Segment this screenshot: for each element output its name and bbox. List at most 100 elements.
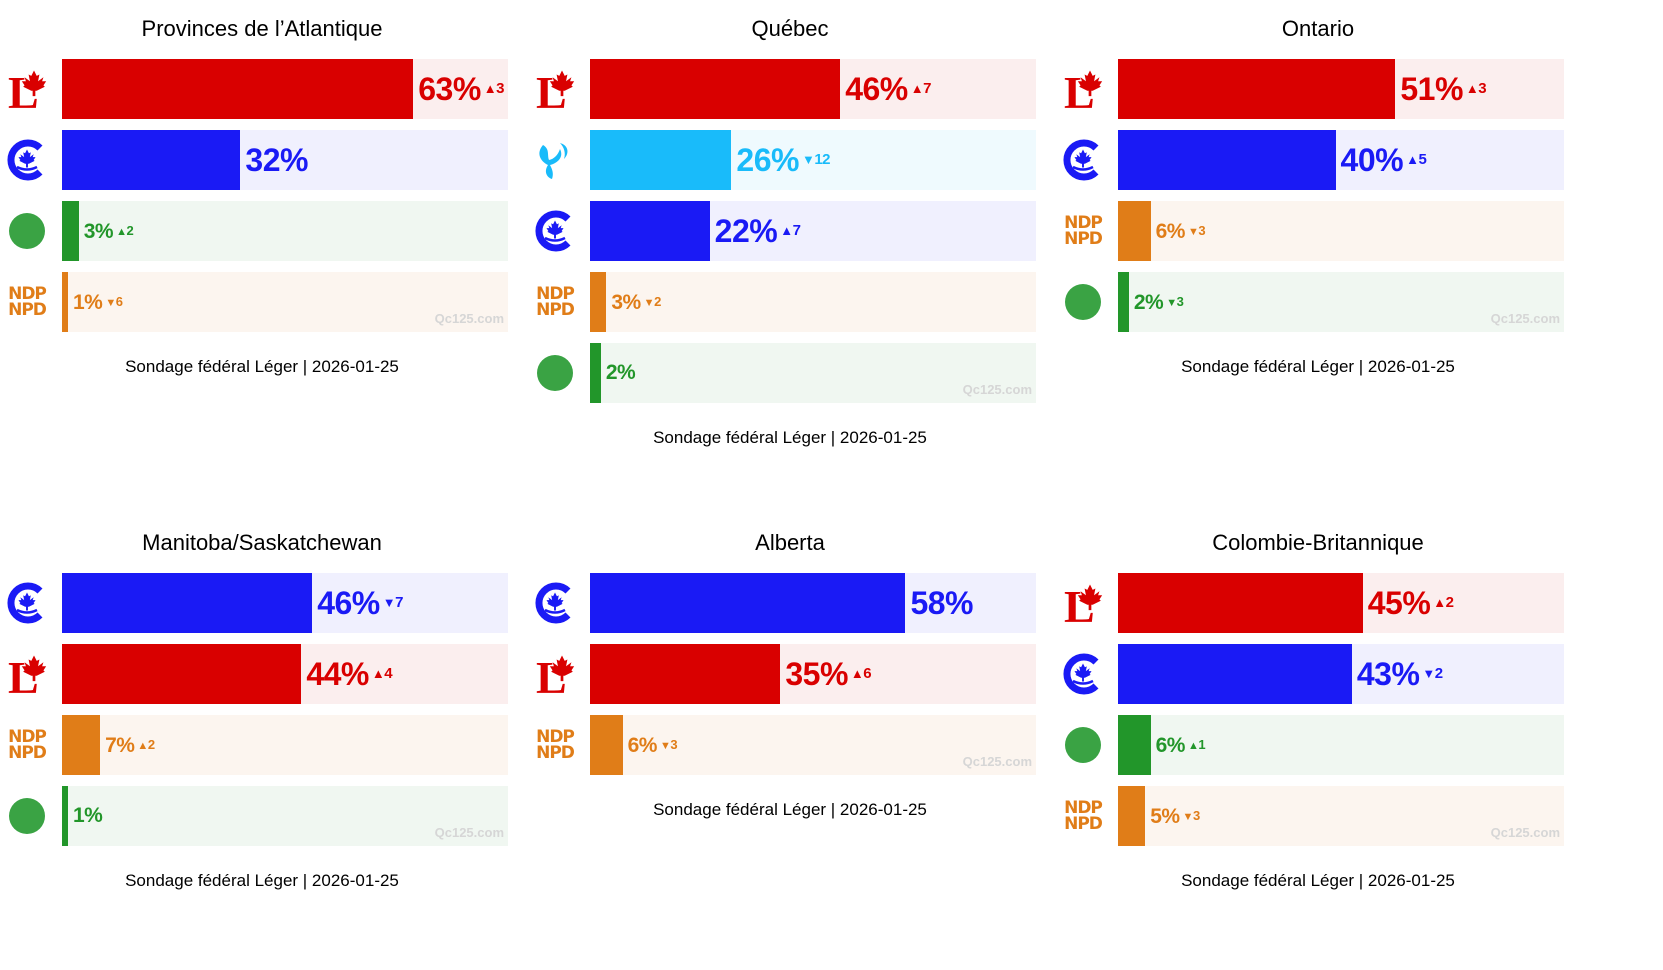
bar-value-text: 6% [1155, 219, 1186, 243]
change-down-indicator: ▼3 [1166, 272, 1184, 333]
change-up-indicator: ▲4 [372, 644, 393, 704]
bar-track: 2% ▼3 Qc125.com [1118, 272, 1564, 332]
bar-row-gpc: 6% ▲1 [1058, 715, 1578, 775]
bar-value-text: 7% [105, 733, 135, 757]
change-down-indicator: ▼2 [644, 272, 662, 333]
bar-value-text: 43% [1356, 656, 1420, 692]
bar-row-bq: 26% ▼12 [530, 130, 1050, 190]
bar-value-text: 46% [845, 71, 908, 107]
bar-value-label: 58% [910, 573, 973, 633]
triangle-up-icon: ▲ [910, 81, 924, 96]
bar-value-text: 22% [714, 213, 778, 249]
ndp-logo-icon: NDP NPD [1058, 206, 1108, 265]
bar-row-lpc: L 35% ▲6 [530, 644, 1050, 704]
triangle-up-icon: ▲ [137, 740, 148, 752]
chart-title: Ontario [1281, 16, 1355, 41]
ndp-logo-line1: NDP [1064, 213, 1103, 233]
change-up-indicator: ▲3 [484, 59, 505, 119]
chart-source-footer: Sondage fédéral Léger | 2026-01-25 [1181, 871, 1455, 890]
bar-track: 6% ▼3 [1118, 201, 1564, 261]
change-up-indicator: ▲7 [910, 59, 932, 119]
bar-track: 6% ▼3 Qc125.com [590, 715, 1036, 775]
change-up-indicator: ▲3 [1466, 59, 1487, 119]
conservative-logo-icon [2, 135, 52, 185]
triangle-down-icon: ▼ [1166, 297, 1177, 309]
change-up-indicator: ▲1 [1188, 715, 1206, 776]
bar-row-cpc: 22% ▲7 [530, 201, 1050, 261]
bar-track: 32% [62, 130, 508, 190]
bar-value-label: 40% ▲5 [1341, 130, 1427, 190]
chart-source-footer: Sondage fédéral Léger | 2026-01-25 [125, 357, 399, 376]
bar-row-gpc: 3% ▲2 [2, 201, 522, 261]
bar-track: 40% ▲5 [1118, 130, 1564, 190]
bar-value-text: 6% [1155, 733, 1186, 757]
bar-gpc [1118, 272, 1129, 332]
bar-row-cpc: 43% ▼2 [1058, 644, 1578, 704]
conservative-logo-icon [530, 578, 580, 628]
bar-track: 2% Qc125.com [590, 343, 1036, 403]
bar-value-text: 1% [73, 804, 103, 827]
bar-value-text: 1% [73, 290, 103, 314]
bar-ndp [590, 715, 623, 775]
bar-cpc [590, 201, 710, 261]
bar-value-text: 45% [1367, 585, 1431, 621]
change-value: 3 [1198, 223, 1206, 238]
bar-value-text: 32% [245, 142, 308, 178]
triangle-up-icon: ▲ [1406, 152, 1419, 167]
bar-value-label: 1% [73, 786, 103, 846]
bar-track: 63% ▲3 [62, 59, 508, 119]
bar-lpc [1118, 573, 1363, 633]
bar-track: 3% ▲2 [62, 201, 508, 261]
bar-cpc [62, 573, 313, 633]
bar-value-label: 6% ▼3 [1155, 201, 1206, 261]
triangle-down-icon: ▼ [1422, 666, 1435, 681]
ndp-logo-line1: NDP [8, 284, 47, 304]
bar-value-label: 43% ▼2 [1357, 644, 1443, 704]
bar-value-text: 63% [418, 71, 481, 107]
chart-title: Québec [751, 16, 829, 41]
bar-cpc [590, 573, 906, 633]
bar-track: 22% ▲7 [590, 201, 1036, 261]
change-value: 3 [670, 737, 678, 752]
ndp-logo-line1: NDP [1064, 798, 1103, 818]
bar-row-lpc: L 46% ▲7 [530, 59, 1050, 119]
liberal-logo-icon: L [1058, 64, 1108, 118]
bar-ndp [62, 272, 68, 332]
ndp-logo-line1: NDP [536, 284, 575, 304]
bar-gpc [1118, 715, 1151, 775]
bar-track: 6% ▲1 [1118, 715, 1564, 775]
bar-row-cpc: 32% [2, 130, 522, 190]
bar-row-lpc: L 45% ▲2 [1058, 573, 1578, 633]
change-value: 4 [384, 665, 393, 682]
bar-value-label: 7% ▲2 [105, 715, 155, 775]
bar-value-label: 45% ▲2 [1368, 573, 1454, 633]
change-value: 3 [1478, 80, 1487, 97]
change-down-indicator: ▼2 [1422, 644, 1443, 704]
bar-value-label: 1% ▼6 [73, 272, 123, 332]
bar-value-label: 6% ▲1 [1155, 715, 1206, 776]
ndp-logo-line2: NPD [8, 743, 47, 763]
bar-value-label: 26% ▼12 [736, 130, 830, 190]
bar-row-ndp: NDP NPD 5% ▼3 Qc125.com [1058, 786, 1578, 846]
triangle-down-icon: ▼ [801, 152, 815, 167]
triangle-down-icon: ▼ [382, 595, 396, 610]
bar-value-label: 2% [606, 343, 636, 403]
bar-cpc [1118, 130, 1336, 190]
bar-lpc [590, 59, 841, 119]
bar-row-lpc: L 51% ▲3 [1058, 59, 1578, 119]
bar-gpc [62, 786, 68, 846]
bar-gpc [590, 343, 601, 403]
bar-track: 26% ▼12 [590, 130, 1036, 190]
chart-title: Alberta [755, 530, 825, 555]
watermark: Qc125.com [1490, 825, 1560, 840]
chart-title: Provinces de l’Atlantique [141, 16, 383, 41]
bar-track: 43% ▼2 [1118, 644, 1564, 704]
bar-value-label: 6% ▼3 [628, 715, 678, 775]
bar-value-label: 3% ▼2 [611, 272, 662, 333]
change-value: 2 [1434, 665, 1443, 682]
triangle-up-icon: ▲ [850, 666, 864, 681]
ndp-logo-line1: NDP [8, 727, 47, 747]
bar-value-text: 40% [1340, 142, 1404, 178]
watermark: Qc125.com [434, 311, 504, 326]
change-value: 3 [496, 80, 504, 97]
